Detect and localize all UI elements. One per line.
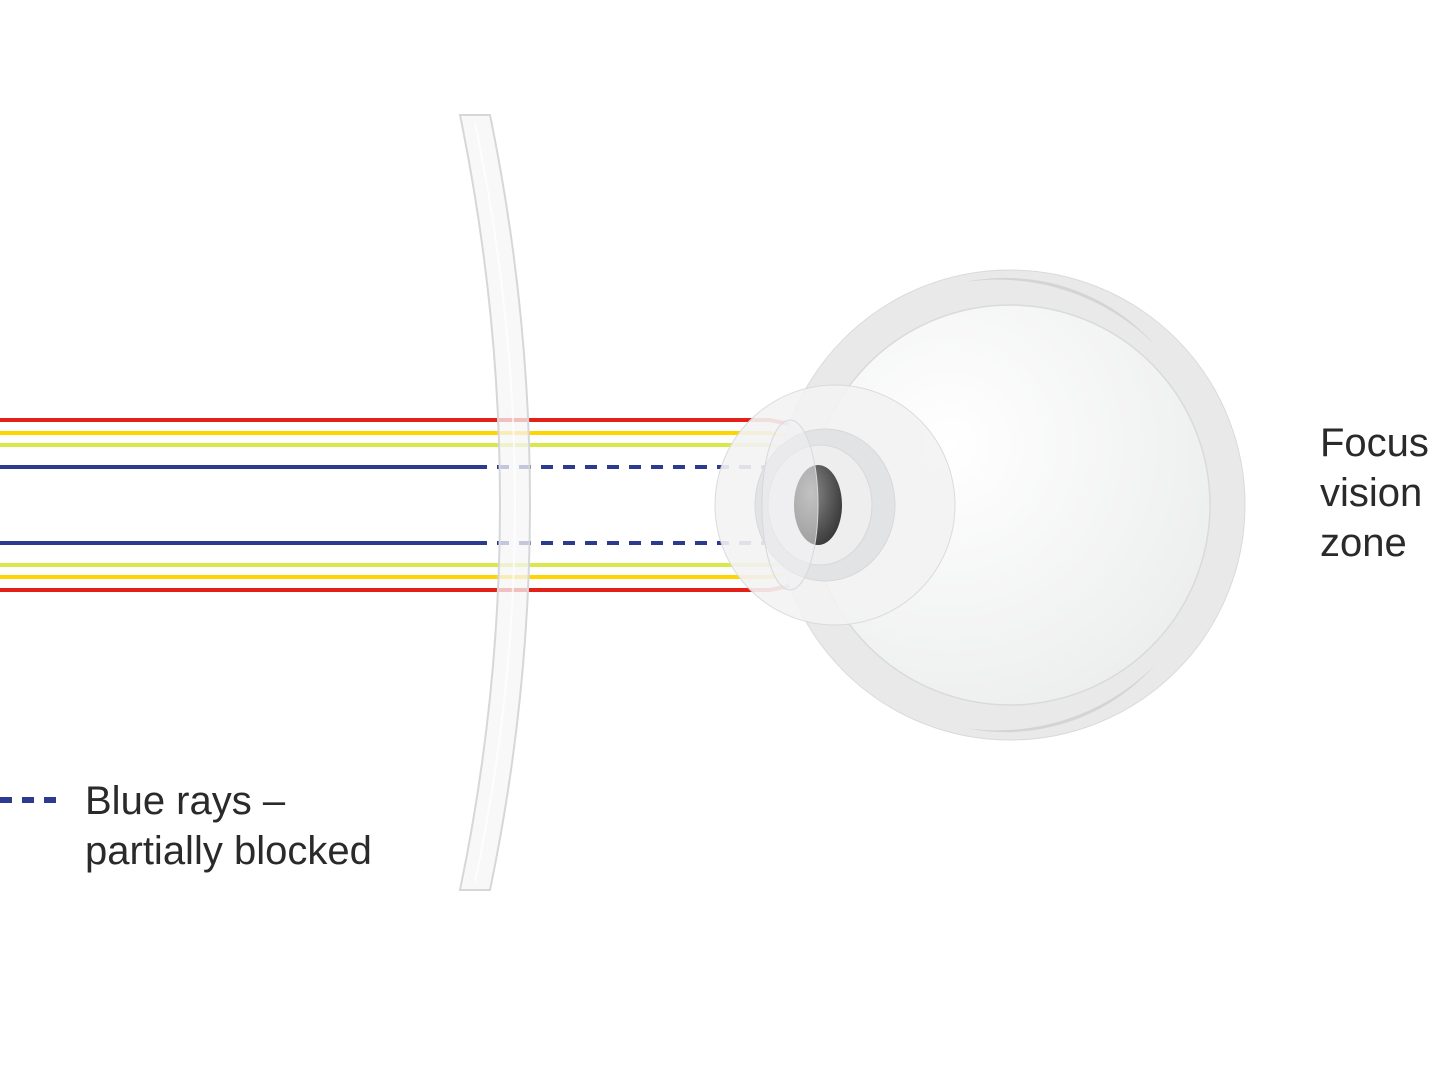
eye-cornea-group <box>715 385 955 625</box>
label-focus-zone: Focus vision zone <box>1320 418 1429 568</box>
spectacle-lens <box>460 115 530 890</box>
eye <box>715 270 1245 740</box>
cornea-cap <box>762 420 818 590</box>
label-blue-rays: Blue rays – partially blocked <box>85 776 372 876</box>
